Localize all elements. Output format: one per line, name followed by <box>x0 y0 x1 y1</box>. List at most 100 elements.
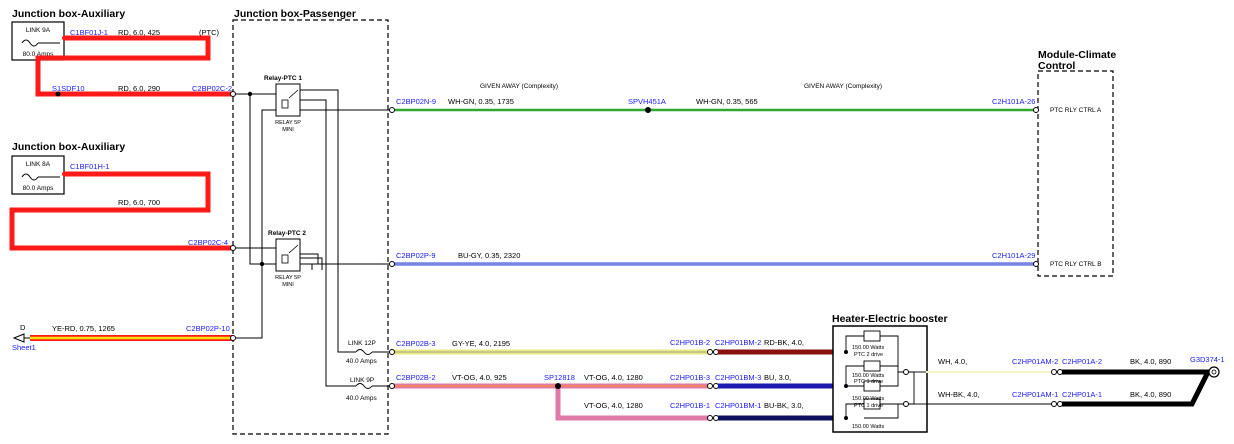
pin-dot <box>62 172 66 176</box>
connector-pair-am1 <box>1051 401 1063 407</box>
connector-c2hp01b-2: C2HP01B-2 <box>670 338 710 347</box>
heater-r2-watts: 150.00 Watts <box>852 373 884 379</box>
relay-ptc-1-size: MINI <box>282 127 294 133</box>
wire-label-wh-gn-1735: WH-GN, 0.35, 1735 <box>448 97 514 106</box>
wire-label-ptc: (PTC) <box>199 28 219 37</box>
splice-dot <box>247 91 253 97</box>
junction-box-passenger-outline <box>232 19 389 435</box>
wire-label-rd-700: RD, 6.0, 700 <box>118 198 160 207</box>
splice-dot <box>259 261 265 267</box>
wire-label-vt-og-925: VT-OG, 4.0, 925 <box>452 373 507 382</box>
fuse-link-9a-name: LINK 9A <box>26 27 51 34</box>
wire-label-wh: WH, 4.0, <box>938 357 967 366</box>
connector-c2hp01am-2: C2HP01AM-2 <box>1012 357 1058 366</box>
connector-pair-b2 <box>707 349 719 355</box>
connector-pair-b1 <box>707 415 719 421</box>
connector-c2hp01bm-3: C2HP01BM-3 <box>715 373 761 382</box>
connector-c2hp01a-1: C2HP01A-1 <box>1062 390 1102 399</box>
pin-circle <box>1033 261 1039 267</box>
pin-circle <box>903 369 909 375</box>
connector-c2h101a-29: C2H101A-29 <box>992 251 1035 260</box>
connector-pair-b3 <box>707 383 719 389</box>
relay-switch-icon <box>288 89 299 99</box>
wire-label-rd-425: RD, 6.0, 425 <box>118 28 160 37</box>
heater-resistor-icon <box>863 380 881 392</box>
fuse-symbol-icon <box>355 383 373 389</box>
pin-circle <box>230 245 236 251</box>
wire-label-rd-290: RD, 6.0, 290 <box>118 84 160 93</box>
wire-label-bk-lower: BK, 4.0, 890 <box>1130 390 1171 399</box>
sheet-reference-link[interactable]: Sheet1 <box>12 343 36 352</box>
pin-circle <box>389 383 395 389</box>
connector-c2bp02c-4: C2BP02C-4 <box>188 238 228 247</box>
connector-c2bp02n-9: C2BP02N-9 <box>396 97 436 106</box>
note-given-away-2: GIVEN AWAY (Complexity) <box>804 83 882 90</box>
wire-red-rd-6-upper <box>35 35 233 97</box>
connector-s1sdf10: S1SDF10 <box>52 84 85 93</box>
heater-resistor-icon <box>863 398 881 410</box>
connector-c1bf01j-1: C1BF01J-1 <box>70 28 108 37</box>
fuse-symbol-icon <box>355 349 373 355</box>
header-module-climate-control: Control <box>1038 60 1075 72</box>
header-junction-box-auxiliary-top: Junction box-Auxiliary <box>12 8 125 20</box>
pin-circle <box>389 261 395 267</box>
connector-c2bp02c-2: C2BP02C-2 <box>192 84 232 93</box>
connector-c2h101a-26: C2H101A-26 <box>992 97 1035 106</box>
relay-ptc-2-title: Relay-PTC 2 <box>268 230 306 237</box>
wire-red-rd-6-lower <box>9 171 233 251</box>
heater-r1-watts: 150.00 Watts <box>852 345 884 351</box>
connector-c2hp01b-3: C2HP01B-3 <box>670 373 710 382</box>
connector-c1bf01h-1: C1BF01H-1 <box>70 162 110 171</box>
connector-c2bp02p-9: C2BP02P-9 <box>396 251 436 260</box>
connector-c2bp02b-3: C2BP02B-3 <box>396 339 436 348</box>
fuse-link-9a: LINK 9A 80.0 Amps <box>11 21 65 61</box>
wire-label-bu-gy: BU-GY, 0.35, 2320 <box>458 251 520 260</box>
splice-dot <box>55 91 61 97</box>
module-pin-ptc-rly-ctrl-b: PTC RLY CTRL B <box>1050 261 1102 268</box>
fuse-link-9p-name: LINK 9P <box>350 377 374 384</box>
relay-ptc-1: Relay-PTC 1 RELAY 5P MINI <box>264 75 302 133</box>
relay-ptc-2: Relay-PTC 2 RELAY 5P MINI <box>268 230 306 288</box>
splice-dot <box>844 416 848 420</box>
internal-wiring <box>236 89 390 387</box>
fuse-link-12p-name: LINK 12P <box>348 340 376 347</box>
wire-label-rd-bk: RD-BK, 4.0, <box>764 338 804 347</box>
relay-switch-icon <box>288 244 299 254</box>
wire-label-ye-rd: YE-RD, 0.75, 1265 <box>52 324 115 333</box>
fuse-link-9a-rating: 80.0 Amps <box>23 51 54 58</box>
pin-dot <box>62 36 66 40</box>
wire-vt-og-branch <box>555 386 708 421</box>
relay-coil-icon <box>281 254 289 264</box>
heater-electric-booster-box <box>832 325 928 433</box>
connector-c2bp02p-10: C2BP02P-10 <box>186 324 230 333</box>
relay-ptc-1-type: RELAY 5P <box>275 120 301 126</box>
connector-spvh451a: SPVH451A <box>628 97 666 106</box>
fuse-link-8a: LINK 8A 80.0 Amps <box>11 155 65 195</box>
fuse-link-9p: LINK 9P 40.0 Amps <box>346 377 390 402</box>
wire-label-bk-upper: BK, 4.0, 890 <box>1130 357 1171 366</box>
wire-label-gy-ye: GY-YE, 4.0, 2195 <box>452 339 510 348</box>
heater-r2-label: PTC 1 drive <box>854 379 883 385</box>
wire-label-bu-bk: BU-BK, 3.0, <box>764 401 804 410</box>
fuse-symbol-icon <box>21 173 39 181</box>
pin-circle <box>230 91 236 97</box>
fuse-link-12p-rating: 40.0 Amps <box>346 358 377 365</box>
header-junction-box-passenger: Junction box-Passenger <box>234 8 356 20</box>
wire-label-vt-og-1280-upper: VT-OG, 4.0, 1280 <box>584 373 643 382</box>
wire-label-wh-gn-565: WH-GN, 0.35, 565 <box>696 97 758 106</box>
wire-label-wh-bk: WH-BK, 4.0, <box>938 390 980 399</box>
relay-coil-icon <box>281 99 289 109</box>
header-junction-box-auxiliary-bottom: Junction box-Auxiliary <box>12 141 125 153</box>
pin-circle <box>389 349 395 355</box>
connector-c2hp01a-2: C2HP01A-2 <box>1062 357 1102 366</box>
d-label: D <box>20 323 26 332</box>
pin-circle <box>230 335 236 341</box>
heater-resistor-icon <box>863 330 881 342</box>
note-given-away-1: GIVEN AWAY (Complexity) <box>480 83 558 90</box>
connector-c2bp02b-2: C2BP02B-2 <box>396 373 436 382</box>
module-pin-ptc-rly-ctrl-a: PTC RLY CTRL A <box>1050 107 1102 114</box>
heater-r3-watts: 150.00 Watts <box>852 396 884 402</box>
header-heater-electric-booster: Heater-Electric booster <box>832 313 948 325</box>
splice-dot <box>645 107 651 113</box>
